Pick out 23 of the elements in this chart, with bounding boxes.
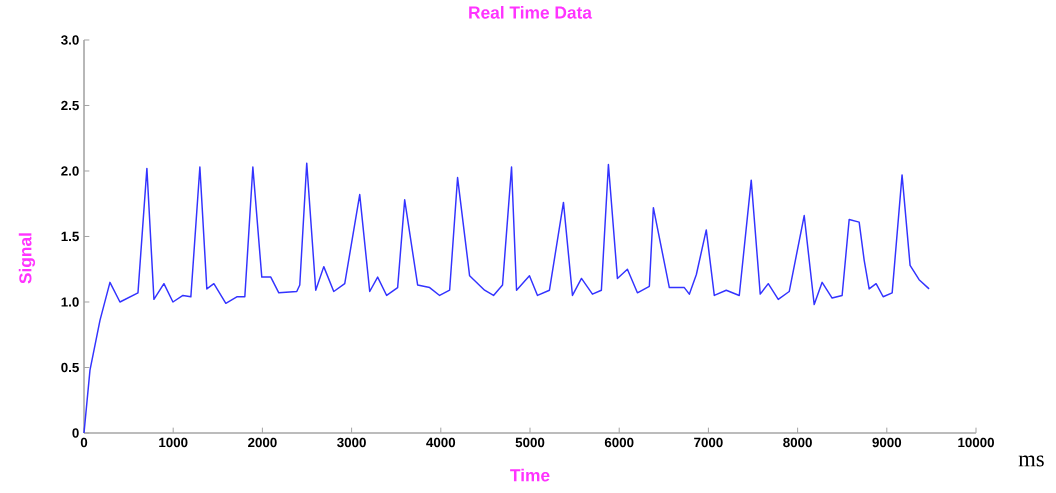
x-tick-label: 6000 [604,437,634,448]
x-tick-label: 2000 [248,437,277,448]
y-tick-label: 2.0 [61,166,79,176]
y-tick-label: 1.5 [61,231,79,242]
x-tick-label: 4000 [426,437,456,448]
x-tick-label: 7000 [694,437,723,448]
y-tick-label: 3.0 [61,35,79,45]
x-tick-label: 1000 [159,437,188,448]
x-tick-label: 9000 [872,437,902,448]
x-tick-label: 10000 [958,437,994,448]
y-tick-label: 0 [72,428,79,438]
x-tick-label: 3000 [337,437,366,448]
y-tick-label: 0.5 [61,362,79,373]
y-axis-title: Signal [18,233,36,284]
y-tick-label: 1.0 [61,297,79,307]
x-tick-label: 5000 [515,437,545,448]
x-axis-title: Time [510,468,550,482]
chart-title: Real Time Data [469,5,593,19]
x-tick-label: 0 [80,437,88,448]
y-tick-label: 2.5 [61,100,79,111]
text: ms [1018,455,1044,467]
x-tick-label: 8000 [783,437,812,448]
line-series [83,162,930,434]
